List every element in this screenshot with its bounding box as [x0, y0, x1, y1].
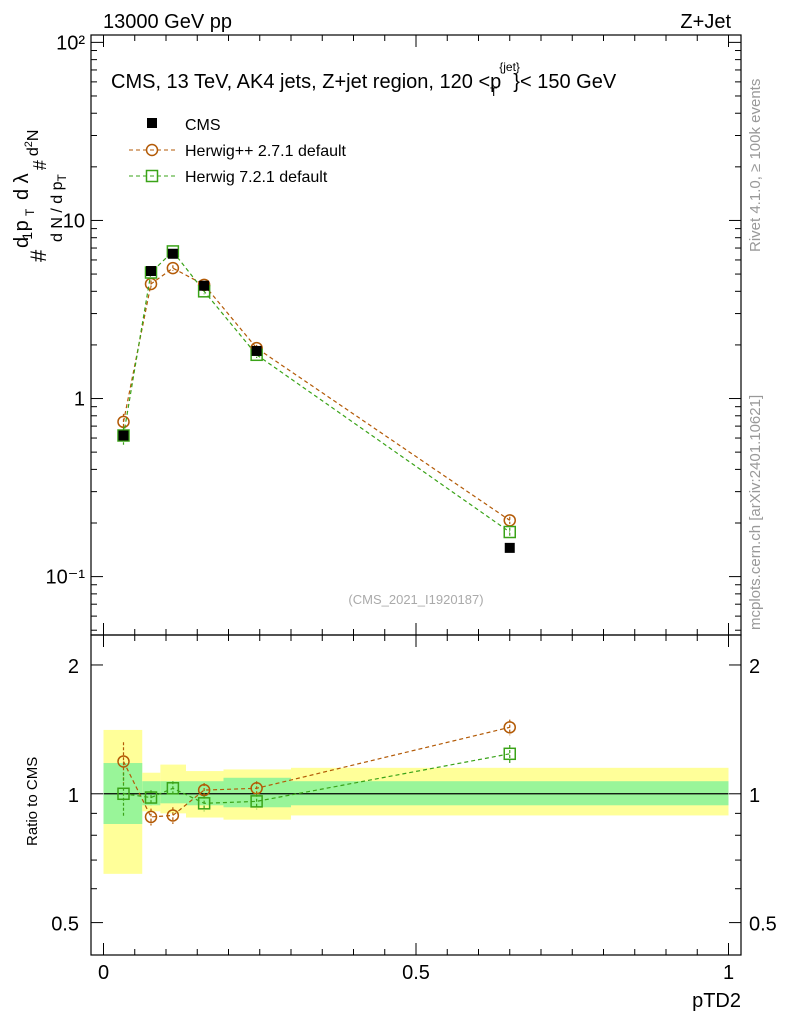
legend-marker-herwig7 — [145, 169, 159, 183]
ratio-herwigpp-line — [122, 726, 510, 818]
top-axis-ticks — [91, 35, 741, 635]
ratio-herwigpp-point — [117, 755, 130, 768]
analysis-watermark: (CMS_2021_I1920187) — [348, 592, 483, 607]
y-axis-label-text: #1 d N / d pT#d2N — [19, 130, 69, 262]
ratio-herwig7-line — [123, 753, 510, 804]
y-tick-label: 10⁻¹ — [46, 567, 86, 589]
bottom-axis-tick-labels: 0.5 0.5 1 1 2 2 0 0.5 1 — [51, 656, 777, 984]
ratio-herwigpp-point — [166, 809, 180, 822]
cms-point — [504, 542, 515, 553]
ratio-herwig7-point — [197, 797, 211, 810]
y-axis-label-main: #1 d N / d pT#d2N — [19, 130, 69, 262]
ratio-y-tick-label-left: 1 — [68, 785, 79, 807]
ratio-herwigpp-point — [144, 810, 158, 824]
cms-point — [118, 430, 129, 441]
herwig7-point — [117, 429, 130, 442]
legend-marker-herwigpp — [145, 143, 159, 157]
y-tick-label: 1 — [74, 389, 85, 411]
svg-text:T: T — [23, 208, 37, 216]
herwigpp-point — [166, 261, 180, 275]
herwigpp-line — [122, 267, 511, 521]
ratio-bands — [103, 729, 729, 874]
cms-point — [146, 266, 156, 277]
top-data-layer — [117, 245, 516, 553]
y-tick-label: 10² — [56, 32, 85, 54]
ratio-y-label: Ratio to CMS — [24, 757, 41, 846]
mcplots-label: mcplots.cern.ch [arXiv:2401.10621] — [747, 395, 764, 630]
herwig7-line — [122, 250, 511, 533]
ratio-herwigpp-point — [197, 783, 211, 797]
ratio-herwig7-point — [250, 795, 263, 808]
legend-label-herwigpp: Herwig++ 2.7.1 default — [185, 143, 347, 160]
x-tick-label: 1 — [723, 962, 734, 984]
ratio-herwig7-point — [503, 747, 516, 761]
bottom-axis-ticks — [91, 635, 741, 955]
bottom-data-layer — [117, 719, 516, 826]
herwig7-point — [503, 525, 516, 539]
top-axis-tick-labels: 10⁻¹ 1 10 10² — [46, 32, 86, 588]
ratio-herwigpp-point — [503, 721, 516, 734]
x-axis-label: pTD2 — [692, 990, 741, 1012]
legend: CMS Herwig++ 2.7.1 default Herwig 7.2.1 … — [129, 117, 347, 186]
cms-point — [167, 248, 178, 259]
ratio-herwig7-point — [144, 791, 158, 804]
ratio-y-tick-label-right: 0.5 — [749, 914, 777, 936]
chart-title: CMS, 13 TeV, AK4 jets, Z+jet region, 120… — [111, 60, 617, 99]
y-tick-label: 10 — [63, 210, 85, 232]
svg-text:d p: d p — [11, 220, 33, 248]
ratio-herwig7-point — [117, 787, 130, 801]
ratio-herwig7-point — [166, 782, 180, 795]
x-tick-label: 0 — [98, 962, 109, 984]
ratio-y-tick-label-right: 1 — [749, 785, 760, 807]
legend-label-herwig7: Herwig 7.2.1 default — [185, 169, 328, 186]
svg-text:d λ: d λ — [11, 173, 33, 200]
ratio-y-tick-label-left: 2 — [68, 656, 79, 678]
cms-point — [199, 280, 210, 291]
cms-point — [251, 345, 262, 356]
rivet-version-label: Rivet 4.1.0, ≥ 100k events — [747, 79, 764, 252]
header-left: 13000 GeV pp — [103, 11, 232, 33]
header-right: Z+Jet — [680, 11, 731, 33]
x-tick-label: 0.5 — [402, 962, 430, 984]
ratio-y-tick-label-right: 2 — [749, 656, 760, 678]
legend-label-cms: CMS — [185, 117, 221, 134]
legend-marker-cms — [147, 118, 157, 128]
ratio-y-tick-label-left: 0.5 — [51, 914, 79, 936]
